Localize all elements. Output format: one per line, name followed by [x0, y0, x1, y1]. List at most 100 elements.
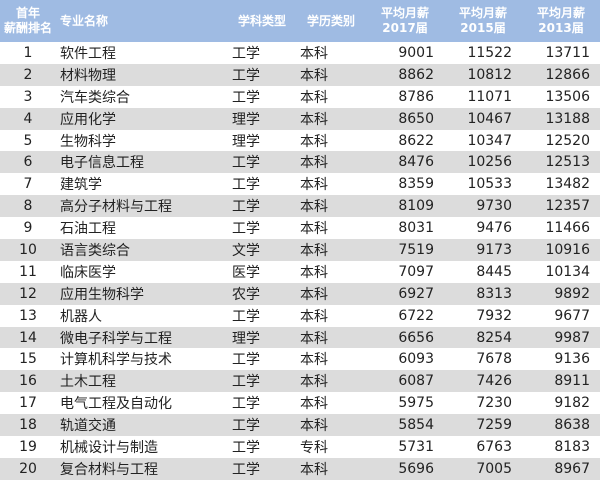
major-name-cell: 机器人 [60, 308, 102, 325]
salary-2017-cell: 5731 [398, 438, 434, 455]
discipline-type-cell: 工学 [228, 457, 296, 480]
table-row: 5 生物科学 理学 本科 8622 10347 12520 [0, 130, 600, 152]
table-row: 14 微电子科学与工程 理学 本科 6656 8254 9987 [0, 326, 600, 349]
discipline-type-cell: 理学 [228, 326, 296, 349]
header-2013-line2: 2013届 [538, 21, 584, 35]
major-name-cell: 生物科学 [60, 133, 116, 150]
major-name-cell: 材料物理 [56, 63, 228, 86]
discipline-type-cell: 工学 [232, 439, 260, 456]
major-name-cell: 计算机科学与技术 [60, 352, 172, 369]
discipline-type-cell: 工学 [232, 45, 260, 62]
discipline-type-cell: 工学 [232, 352, 260, 369]
salary-2013-cell: 9136 [554, 351, 590, 368]
discipline-type-cell: 工学 [228, 414, 296, 437]
salary-2013-cell: 13482 [545, 176, 590, 193]
table-row: 8 高分子材料与工程 工学 本科 8109 9730 12357 [0, 195, 600, 218]
salary-2013-cell: 8638 [522, 414, 600, 437]
table-row: 3 汽车类综合 工学 本科 8786 11071 13506 [0, 86, 600, 108]
salary-2017-cell: 6927 [366, 282, 444, 305]
rank-cell: 8 [0, 195, 56, 218]
education-level-cell: 本科 [296, 151, 366, 174]
rank-cell: 7 [23, 176, 33, 193]
salary-2013-cell: 12357 [522, 195, 600, 218]
salary-2013-cell: 10916 [522, 239, 600, 261]
salary-2013-cell: 13506 [545, 88, 590, 105]
rank-cell: 9 [23, 220, 33, 237]
discipline-type-cell: 农学 [228, 282, 296, 305]
salary-2015-cell: 7426 [444, 370, 522, 393]
education-level-cell: 本科 [296, 63, 366, 86]
major-name-cell: 建筑学 [60, 177, 102, 194]
education-level-cell: 本科 [296, 414, 366, 437]
salary-2017-cell: 8476 [366, 151, 444, 174]
education-level-cell: 本科 [296, 239, 366, 261]
education-level-cell: 本科 [300, 89, 328, 106]
salary-2017-cell: 8359 [398, 176, 434, 193]
rank-cell: 4 [0, 107, 56, 130]
salary-2013-cell: 12866 [522, 63, 600, 86]
rank-cell: 19 [19, 438, 37, 455]
header-2015-line1: 平均月薪 [458, 6, 507, 20]
salary-2017-cell: 9001 [398, 44, 434, 61]
rank-cell: 6 [0, 151, 56, 174]
salary-2017-cell: 5854 [366, 414, 444, 437]
salary-2017-cell: 8031 [398, 220, 434, 237]
education-level-cell: 专科 [300, 439, 328, 456]
major-name-cell: 轨道交通 [56, 414, 228, 437]
discipline-type-cell: 工学 [232, 308, 260, 325]
discipline-type-cell: 工学 [232, 221, 260, 238]
salary-2015-cell: 8254 [444, 326, 522, 349]
salary-2015-cell: 6763 [476, 438, 512, 455]
table-row: 4 应用化学 理学 本科 8650 10467 13188 [0, 107, 600, 130]
header-rank-line2: 薪酬排名 [3, 21, 52, 35]
discipline-type-cell: 理学 [232, 133, 260, 150]
discipline-type-cell: 工学 [232, 89, 260, 106]
salary-2017-cell: 5975 [398, 395, 434, 412]
header-2015: 平均月薪 2015届 [444, 0, 522, 42]
education-level-cell: 本科 [296, 107, 366, 130]
table-row: 16 土木工程 工学 本科 6087 7426 8911 [0, 370, 600, 393]
rank-cell: 10 [0, 239, 56, 261]
salary-2013-cell: 13188 [522, 107, 600, 130]
salary-2015-cell: 10347 [467, 132, 512, 149]
header-row: 首年 薪酬排名 专业名称 学科类型 学历类别 平均月薪 2017届 平均月薪 2015… [0, 0, 600, 42]
table-row: 7 建筑学 工学 本科 8359 10533 13482 [0, 173, 600, 195]
major-name-cell: 应用生物科学 [56, 282, 228, 305]
discipline-type-cell: 工学 [232, 396, 260, 413]
salary-2017-cell: 6087 [366, 370, 444, 393]
table-row: 10 语言类综合 文学 本科 7519 9173 10916 [0, 239, 600, 261]
salary-2017-cell: 8109 [366, 195, 444, 218]
table-row: 6 电子信息工程 工学 本科 8476 10256 12513 [0, 151, 600, 174]
major-name-cell: 临床医学 [60, 264, 116, 281]
major-name-cell: 机械设计与制造 [60, 439, 158, 456]
salary-2013-cell: 9677 [554, 307, 590, 324]
salary-2015-cell: 9173 [444, 239, 522, 261]
salary-2013-cell: 12513 [522, 151, 600, 174]
major-name-cell: 软件工程 [60, 45, 116, 62]
major-name-cell: 高分子材料与工程 [56, 195, 228, 218]
salary-2017-cell: 8786 [398, 88, 434, 105]
education-level-cell: 本科 [296, 195, 366, 218]
header-2013: 平均月薪 2013届 [522, 0, 600, 42]
rank-cell: 11 [19, 263, 37, 280]
rank-cell: 20 [0, 457, 56, 480]
major-name-cell: 语言类综合 [56, 239, 228, 261]
salary-2017-cell: 7097 [398, 263, 434, 280]
table-row: 15 计算机科学与技术 工学 本科 6093 7678 9136 [0, 348, 600, 370]
header-2015-line2: 2015届 [460, 21, 506, 35]
header-type: 学科类型 [228, 0, 296, 42]
discipline-type-cell: 工学 [228, 63, 296, 86]
salary-2013-cell: 9987 [522, 326, 600, 349]
salary-2013-cell: 8967 [522, 457, 600, 480]
table-row: 2 材料物理 工学 本科 8862 10812 12866 [0, 63, 600, 86]
education-level-cell: 本科 [296, 326, 366, 349]
header-rank: 首年 薪酬排名 [0, 0, 56, 42]
salary-2015-cell: 7005 [444, 457, 522, 480]
salary-2015-cell: 10533 [467, 176, 512, 193]
table-row: 13 机器人 工学 本科 6722 7932 9677 [0, 305, 600, 327]
rank-cell: 3 [23, 88, 33, 105]
education-level-cell: 本科 [296, 282, 366, 305]
major-name-cell: 微电子科学与工程 [56, 326, 228, 349]
major-name-cell: 电气工程及自动化 [60, 396, 172, 413]
